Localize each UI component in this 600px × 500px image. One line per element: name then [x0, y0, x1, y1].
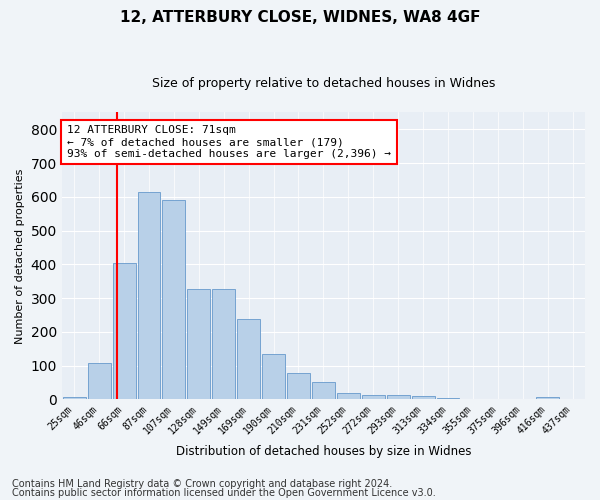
Bar: [63, 397, 86, 400]
Title: Size of property relative to detached houses in Widnes: Size of property relative to detached ho…: [152, 78, 495, 90]
Bar: [287, 373, 310, 400]
Bar: [412, 396, 434, 400]
Bar: [163, 200, 185, 400]
Text: Contains public sector information licensed under the Open Government Licence v3: Contains public sector information licen…: [12, 488, 436, 498]
Text: 12 ATTERBURY CLOSE: 71sqm
← 7% of detached houses are smaller (179)
93% of semi-: 12 ATTERBURY CLOSE: 71sqm ← 7% of detach…: [67, 126, 391, 158]
Bar: [362, 395, 385, 400]
Bar: [237, 319, 260, 400]
Bar: [386, 395, 410, 400]
Bar: [337, 393, 360, 400]
Y-axis label: Number of detached properties: Number of detached properties: [15, 168, 25, 344]
Bar: [437, 398, 460, 400]
Bar: [137, 192, 160, 400]
Bar: [113, 264, 136, 400]
Text: Contains HM Land Registry data © Crown copyright and database right 2024.: Contains HM Land Registry data © Crown c…: [12, 479, 392, 489]
X-axis label: Distribution of detached houses by size in Widnes: Distribution of detached houses by size …: [176, 444, 471, 458]
Bar: [262, 354, 285, 400]
Bar: [88, 363, 110, 400]
Bar: [187, 288, 210, 400]
Bar: [212, 288, 235, 400]
Bar: [312, 382, 335, 400]
Text: 12, ATTERBURY CLOSE, WIDNES, WA8 4GF: 12, ATTERBURY CLOSE, WIDNES, WA8 4GF: [120, 10, 480, 25]
Bar: [536, 397, 559, 400]
